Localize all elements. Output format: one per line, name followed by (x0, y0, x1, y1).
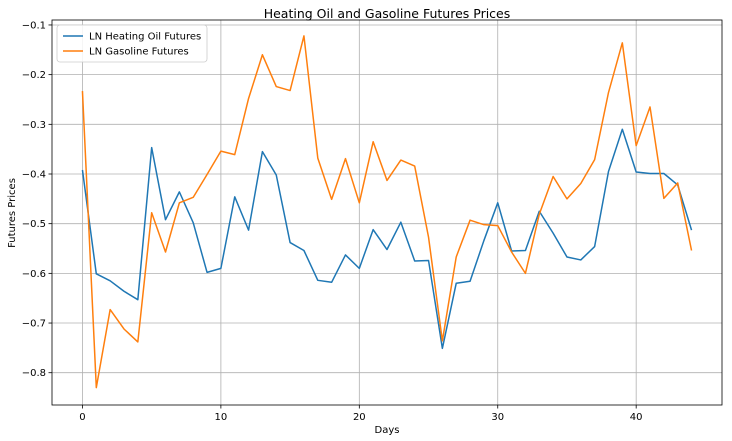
y-tick-label: −0.6 (22, 269, 46, 280)
legend-label-heating-oil: LN Heating Oil Futures (89, 32, 201, 43)
x-tick-label: 20 (353, 412, 366, 423)
y-tick-label: −0.8 (22, 368, 46, 379)
x-axis-label: Days (375, 425, 400, 436)
x-tick-label: 0 (79, 412, 85, 423)
y-tick-label: −0.1 (22, 20, 46, 31)
y-tick-label: −0.3 (22, 120, 46, 131)
y-axis-label: Futures Prices (7, 178, 18, 248)
x-tick-label: 40 (630, 412, 643, 423)
x-tick-label: 10 (215, 412, 228, 423)
chart-title: Heating Oil and Gasoline Futures Prices (264, 6, 511, 21)
series-line-gasoline (81, 35, 693, 389)
plot-frame (51, 19, 723, 406)
y-tick-label: −0.7 (22, 319, 46, 330)
series-layer (81, 35, 693, 389)
x-tick-label: 30 (491, 412, 504, 423)
y-tick-label: −0.4 (22, 170, 46, 181)
axis-ticks: 0 10 20 30 40 −0.8 −0.7 −0.6 −0.5 −0.4 −0.3 −0.2 −0.… (22, 20, 643, 423)
legend-box (56, 24, 208, 63)
y-tick-label: −0.2 (22, 70, 46, 81)
legend: LN Heating Oil Futures LN Gasoline Futur… (56, 24, 208, 63)
series-line-heating-oil (81, 128, 693, 350)
y-tick-label: −0.5 (22, 219, 46, 230)
grid (52, 20, 722, 405)
legend-label-gasoline: LN Gasoline Futures (89, 47, 189, 58)
